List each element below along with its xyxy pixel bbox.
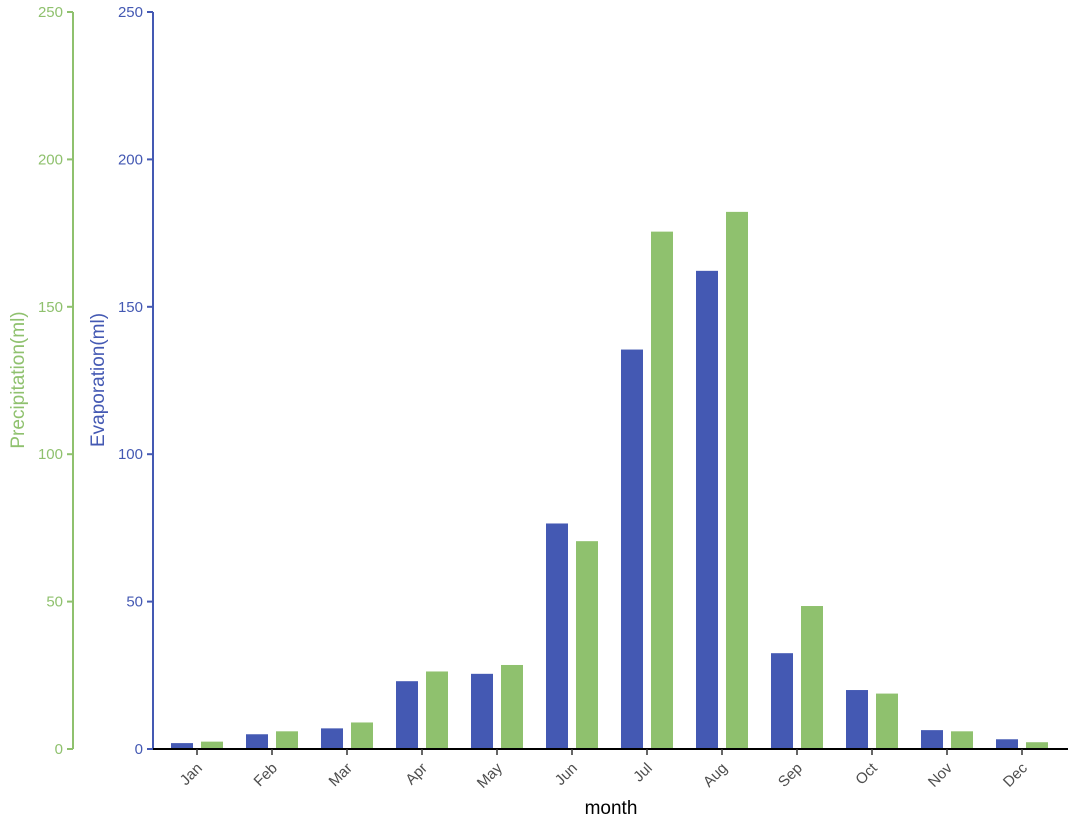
evaporation-axis-title: Evaporation(ml) [88,313,109,447]
bar-precipitation-nov [951,731,973,749]
bar-evaporation-aug [696,270,718,749]
bar-precipitation-aug [726,211,748,750]
x-tick-label-oct: Oct [852,759,881,788]
precipitation-tick-label: 0 [55,741,63,758]
bar-evaporation-mar [321,728,343,749]
bar-evaporation-jun [546,523,568,749]
bar-evaporation-sep [771,653,793,749]
precipitation-tick-label: 150 [38,299,63,316]
x-tick-label-may: May [474,759,506,791]
evaporation-axis-ticks: 0 50 100 150 200 250 [118,4,153,758]
bar-precipitation-sep [801,606,823,749]
bar-evaporation-feb [246,734,268,749]
bar-precipitation-oct [876,693,898,749]
bar-evaporation-nov [921,730,943,749]
x-tick-label-feb: Feb [251,760,281,790]
bar-precipitation-feb [276,731,298,749]
x-axis: Jan Feb Mar Apr May Jun Jul Aug Sep Oct Nov Dec mon… [153,748,1068,819]
bar-evaporation-jul [621,349,643,749]
x-tick-label-jun: Jun [552,760,581,789]
evaporation-tick-label: 50 [126,594,143,611]
bar-precipitation-jun [576,541,598,749]
x-tick-label-nov: Nov [925,759,956,790]
x-tick-label-jan: Jan [177,760,206,789]
x-tick-label-mar: Mar [326,760,356,790]
x-axis-title: month [585,798,638,819]
precipitation-axis-ticks: 0 50 100 150 200 250 [38,4,73,758]
x-tick-label-jul: Jul [630,760,656,786]
bar-precipitation-jul [651,231,673,750]
x-tick-label-aug: Aug [700,760,731,791]
bar-precipitation-apr [426,671,448,749]
bar-evaporation-jan [171,743,193,749]
bar-precipitation-may [501,664,523,749]
evaporation-tick-label: 0 [135,741,143,758]
bar-precipitation-jan [201,741,223,749]
x-tick-label-apr: Apr [402,760,431,789]
precipitation-tick-label: 50 [46,594,63,611]
bar-evaporation-may [471,673,493,749]
precipitation-tick-label: 200 [38,151,63,168]
x-axis-ticks: Jan Feb Mar Apr May Jun Jul Aug Sep Oct Nov Dec [177,749,1031,792]
precipitation-axis-title: Precipitation(ml) [8,311,29,448]
precipitation-tick-label: 100 [38,446,63,463]
bar-precipitation-dec [1026,742,1048,749]
precipitation-axis: 0 50 100 150 200 250 Precipitation(ml) [8,4,74,758]
bar-precipitation-mar [351,722,373,749]
evaporation-tick-label: 100 [118,446,143,463]
bar-evaporation-oct [846,690,868,749]
bars-layer [171,211,1048,750]
bar-evaporation-dec [996,739,1018,749]
evaporation-tick-label: 150 [118,299,143,316]
precipitation-tick-label: 250 [38,4,63,21]
x-tick-label-dec: Dec [1000,759,1031,790]
evaporation-tick-label: 200 [118,151,143,168]
x-tick-label-sep: Sep [775,760,806,791]
bar-evaporation-apr [396,681,418,749]
evaporation-axis: 0 50 100 150 200 250 Evaporation(ml) [88,4,154,758]
evaporation-tick-label: 250 [118,4,143,21]
